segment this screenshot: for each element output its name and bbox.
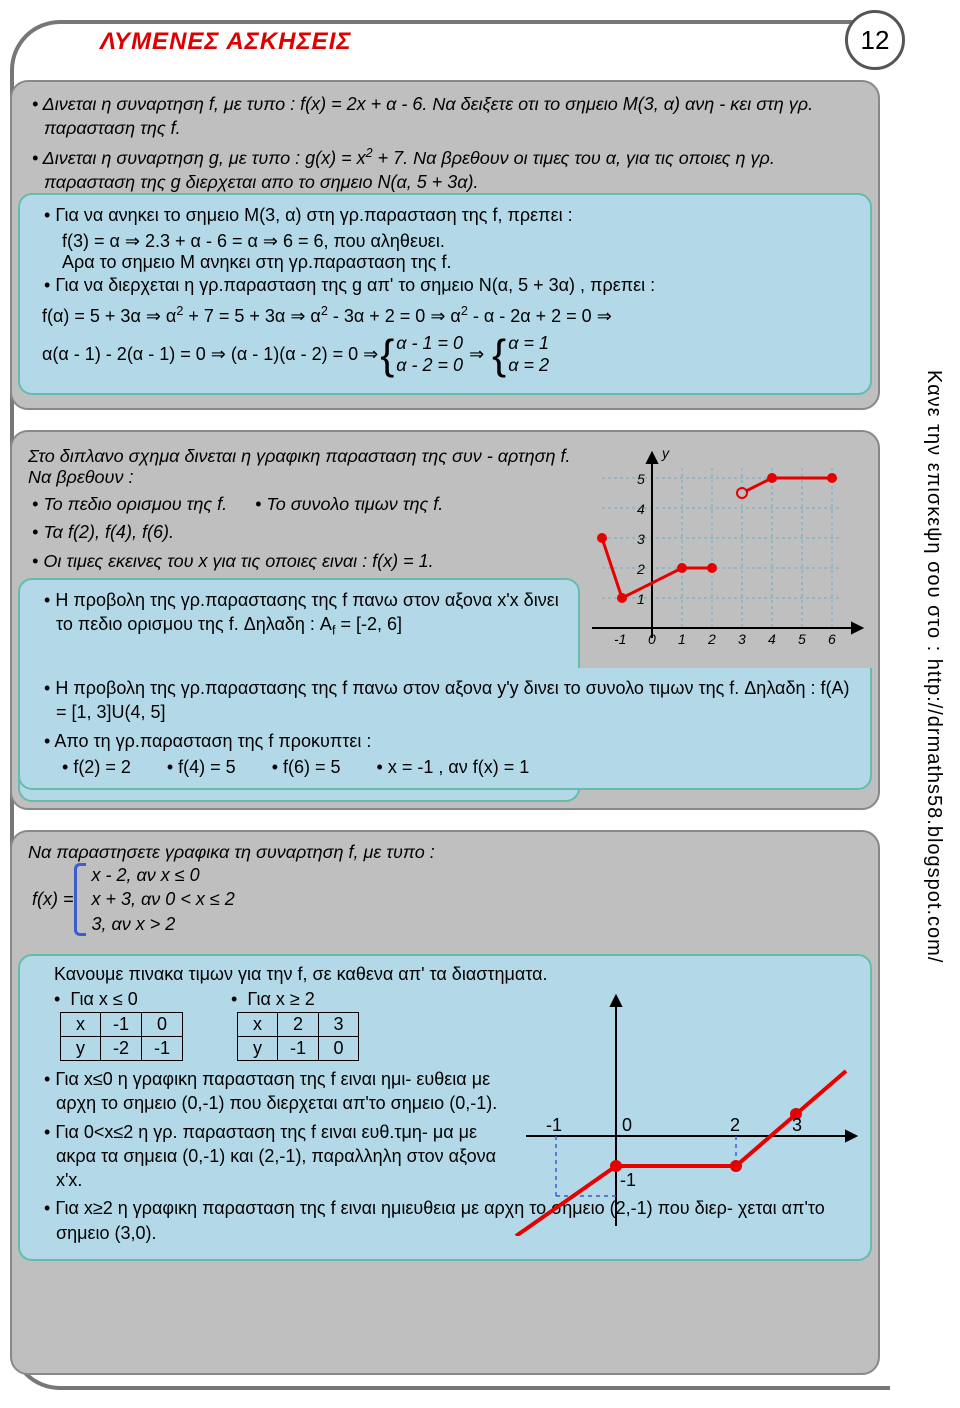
- ex1-sol-line3: Αρα το σημειο M ανηκει στη γρ.παρασταση …: [62, 252, 856, 273]
- table-a-block: • Για x ≤ 0 x-10 y-2-1: [54, 989, 201, 1063]
- page-number-badge: 12: [845, 10, 905, 70]
- ex3-sol-3: Για 0<x≤2 η γρ. παρασταση της f ειναι ευ…: [44, 1120, 514, 1193]
- svg-text:y: y: [661, 445, 670, 461]
- svg-text:3: 3: [738, 631, 746, 647]
- svg-text:6: 6: [828, 631, 836, 647]
- exercise-3-solution: Κανουμε πινακα τιμων για την f, σε καθεν…: [18, 954, 872, 1261]
- ex3-graph: -1 0 2 3 -1: [506, 986, 866, 1236]
- ex3-prompt: Να παραστησετε γραφικα τη συναρτηση f, μ…: [28, 842, 862, 863]
- ex1-sol-line5: f(α) = 5 + 3α ⇒ α2 + 7 = 5 + 3α ⇒ α2 - 3…: [42, 304, 856, 327]
- svg-text:2: 2: [636, 561, 645, 577]
- svg-text:1: 1: [678, 631, 686, 647]
- svg-text:3: 3: [792, 1115, 802, 1135]
- svg-text:0: 0: [622, 1115, 632, 1135]
- ex1-sol-line6: α(α - 1) - 2(α - 1) = 0 ⇒ (α - 1)(α - 2)…: [42, 331, 856, 379]
- ex3-sol-1: Κανουμε πινακα τιμων για την f, σε καθεν…: [54, 964, 856, 985]
- page-title: ΛΥΜΕΝΕΣ ΑΣΚΗΣΕΙΣ: [100, 28, 352, 56]
- ex2-prompt-b: Το συνολο τιμων της f.: [255, 492, 443, 516]
- svg-text:3: 3: [637, 531, 645, 547]
- svg-text:-1: -1: [614, 631, 626, 647]
- table-b: x23 y-10: [237, 1012, 359, 1061]
- table-b-block: • Για x ≥ 2 x23 y-10: [231, 989, 377, 1063]
- ex3-sol-2: Για x≤0 η γραφικη παρασταση της f ειναι …: [44, 1067, 514, 1116]
- ex1-prompt-1: Δινεται η συναρτηση f, με τυπο : f(x) = …: [32, 92, 862, 141]
- exercise-2-solution-wide: Η προβολη της γρ.παραστασης της f πανω σ…: [18, 668, 872, 790]
- exercise-1-solution: Για να ανηκει το σημειο M(3, α) στη γρ.π…: [18, 193, 872, 395]
- svg-text:2: 2: [707, 631, 716, 647]
- side-link-text: Κανε την επισκεψη σου στο : http://drmat…: [922, 370, 945, 963]
- ex3-piecewise: f(x) = x - 2, αν x ≤ 0 x + 3, αν 0 < x ≤…: [32, 863, 862, 936]
- svg-text:0: 0: [648, 631, 656, 647]
- svg-text:2: 2: [730, 1115, 740, 1135]
- ex2-prompt-intro: Στο διπλανο σχημα δινεται η γραφικη παρα…: [28, 446, 588, 488]
- ex2-prompt-a: Το πεδιο ορισμου της f.: [32, 492, 227, 516]
- svg-text:-1: -1: [546, 1115, 562, 1135]
- table-a: x-10 y-2-1: [60, 1012, 183, 1061]
- svg-text:4: 4: [637, 501, 645, 517]
- ex1-sol-line4: Για να διερχεται η γρ.παρασταση της g απ…: [44, 273, 856, 297]
- ex2-prompt-c: Τα f(2), f(4), f(6).: [32, 520, 588, 544]
- ex2-sol-2: Η προβολη της γρ.παραστασης της f πανω σ…: [44, 676, 856, 725]
- svg-text:5: 5: [637, 471, 645, 487]
- ex2-prompt-d: Οι τιμες εκεινες του x για τις οποιες ει…: [32, 549, 588, 573]
- ex2-graph: y 5 4 3 2 1 -1 0 1 2 3 4 5 6: [582, 438, 872, 668]
- svg-text:5: 5: [798, 631, 806, 647]
- ex1-prompt-2: Δινεται η συναρτηση g, με τυπο : g(x) = …: [32, 145, 862, 195]
- ex2-sol-3: Απο τη γρ.παρασταση της f προκυπτει :: [44, 729, 856, 753]
- ex1-sol-line1: Για να ανηκει το σημειο M(3, α) στη γρ.π…: [44, 203, 856, 227]
- svg-text:-1: -1: [620, 1170, 636, 1190]
- ex1-sol-line2: f(3) = α ⇒ 2.3 + α - 6 = α ⇒ 6 = 6, που …: [62, 231, 856, 252]
- svg-text:4: 4: [768, 631, 776, 647]
- ex2-sol-1: Η προβολη της γρ.παραστασης της f πανω σ…: [44, 588, 564, 640]
- ex2-sol-4: • f(2) = 2 • f(4) = 5 • f(6) = 5 • x = -…: [62, 757, 856, 778]
- svg-text:1: 1: [637, 591, 645, 607]
